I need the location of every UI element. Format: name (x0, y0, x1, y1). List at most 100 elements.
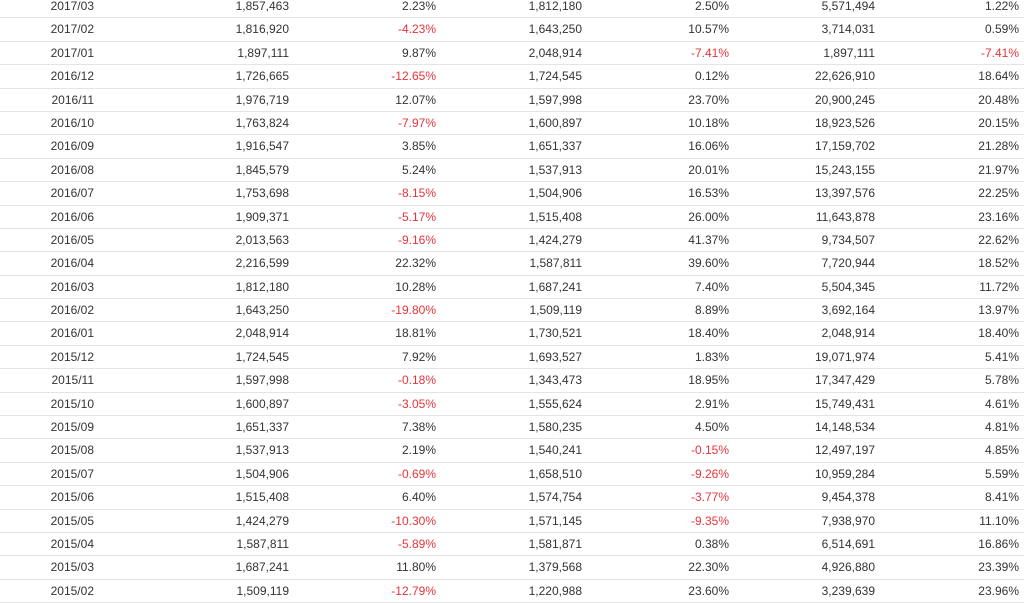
period-cell: 2016/12 (50, 69, 94, 84)
cumulative-cell: 2,048,914 (821, 326, 875, 341)
cumulative-cell: 4,926,880 (821, 560, 875, 575)
value-a-cell: 1,587,811 (236, 536, 290, 551)
table-row: 2015/05 1,424,279 -10.30% 1,571,145 -9.35% 7,… (0, 510, 1024, 533)
value-b-cell: 1,600,897 (528, 115, 582, 130)
change-a-cell: -5.17% (397, 209, 436, 224)
change-b-cell: 16.53% (688, 186, 729, 201)
cumulative-cell: 14,148,534 (814, 420, 875, 435)
value-b-cell: 1,574,754 (528, 490, 582, 505)
cumulative-cell: 10,959,284 (814, 466, 875, 481)
table-row: 2017/02 1,816,920 -4.23% 1,643,250 10.57% 3,7… (0, 18, 1024, 42)
change-b-cell: 20.01% (688, 162, 729, 177)
change-c-cell: 16.86% (978, 536, 1019, 551)
table-row: 2015/06 1,515,408 6.40% 1,574,754 -3.77% 9,45… (0, 486, 1024, 510)
value-b-cell: 1,812,180 (528, 0, 582, 13)
cumulative-cell: 5,571,494 (821, 0, 875, 13)
change-a-cell: 7.92% (401, 349, 436, 364)
change-b-cell: -9.26% (690, 466, 729, 481)
table-row: 2016/09 1,916,547 3.85% 1,651,337 16.06% 17,1… (0, 135, 1024, 159)
table-row: 2017/03 1,857,463 2.23% 1,812,180 2.50% 5,571… (0, 0, 1024, 19)
value-a-cell: 1,726,665 (235, 69, 289, 84)
period-cell: 2015/06 (50, 490, 94, 505)
change-b-cell: 23.70% (688, 92, 729, 107)
change-b-cell: 7.40% (694, 279, 729, 294)
change-a-cell: 12.07% (395, 92, 436, 107)
table-row: 2015/04 1,587,811 -5.89% 1,581,871 0.38% 6,51… (0, 533, 1024, 557)
change-a-cell: 22.32% (395, 256, 436, 271)
change-a-cell: 2.23% (401, 0, 436, 13)
change-a-cell: -9.16% (397, 232, 436, 247)
cumulative-cell: 15,243,155 (814, 162, 875, 177)
value-a-cell: 1,504,906 (235, 466, 289, 481)
cumulative-cell: 11,643,878 (815, 209, 875, 224)
change-c-cell: 21.97% (978, 162, 1019, 177)
change-b-cell: 18.40% (688, 326, 729, 341)
cumulative-cell: 12,497,197 (814, 443, 875, 458)
value-b-cell: 1,571,145 (528, 513, 582, 528)
change-a-cell: 6.40% (401, 490, 436, 505)
change-c-cell: 18.52% (978, 256, 1019, 271)
change-a-cell: -5.89% (397, 536, 436, 551)
change-a-cell: -19.80% (391, 303, 436, 318)
value-b-cell: 2,048,914 (528, 45, 582, 60)
table-row: 2015/11 1,597,998 -0.18% 1,343,473 18.95% 17,… (0, 369, 1024, 393)
change-a-cell: 2.19% (401, 443, 436, 458)
change-c-cell: 11.10% (979, 513, 1019, 528)
value-b-cell: 1,343,473 (528, 373, 582, 388)
change-b-cell: 18.95% (688, 373, 729, 388)
change-b-cell: 10.18% (688, 115, 729, 130)
period-cell: 2016/09 (50, 139, 94, 154)
value-b-cell: 1,515,408 (528, 209, 582, 224)
value-b-cell: 1,537,913 (528, 162, 582, 177)
change-a-cell: -8.15% (397, 186, 436, 201)
period-cell: 2016/02 (50, 303, 94, 318)
change-c-cell: 23.96% (978, 583, 1019, 598)
period-cell: 2015/04 (50, 536, 94, 551)
change-c-cell: 0.59% (984, 22, 1019, 37)
value-b-cell: 1,379,568 (528, 560, 582, 575)
value-a-cell: 2,216,599 (235, 256, 289, 271)
change-c-cell: 23.16% (978, 209, 1019, 224)
value-b-cell: 1,597,998 (528, 92, 582, 107)
period-cell: 2015/08 (50, 443, 94, 458)
change-a-cell: -10.30% (391, 513, 436, 528)
period-cell: 2017/01 (50, 45, 94, 60)
table-row: 2015/02 1,509,119 -12.79% 1,220,988 23.60% 3,… (0, 580, 1024, 603)
change-b-cell: 1.83% (694, 349, 729, 364)
change-a-cell: -0.18% (397, 373, 436, 388)
change-b-cell: -7.41% (690, 45, 729, 60)
period-cell: 2015/07 (50, 466, 94, 481)
value-a-cell: 1,643,250 (235, 303, 289, 318)
period-cell: 2016/08 (50, 162, 94, 177)
value-b-cell: 1,504,906 (528, 186, 582, 201)
period-cell: 2015/03 (50, 560, 94, 575)
period-cell: 2016/04 (50, 256, 94, 271)
value-a-cell: 1,515,408 (235, 490, 289, 505)
cumulative-cell: 15,749,431 (814, 396, 875, 411)
cumulative-cell: 9,454,378 (821, 490, 875, 505)
value-a-cell: 1,909,371 (235, 209, 289, 224)
change-b-cell: -0.15% (690, 443, 729, 458)
value-a-cell: 1,424,279 (235, 513, 289, 528)
value-a-cell: 1,976,719 (235, 92, 289, 107)
table-row: 2015/03 1,687,241 11.80% 1,379,568 22.30% 4,9… (0, 556, 1024, 580)
period-cell: 2016/06 (50, 209, 94, 224)
value-b-cell: 1,555,624 (528, 396, 582, 411)
value-b-cell: 1,509,119 (529, 303, 583, 318)
change-c-cell: 21.28% (978, 139, 1019, 154)
change-c-cell: 22.25% (978, 186, 1019, 201)
value-b-cell: 1,658,510 (528, 466, 582, 481)
value-a-cell: 1,857,463 (235, 0, 289, 13)
change-a-cell: 9.87% (401, 45, 436, 60)
value-b-cell: 1,581,871 (528, 536, 582, 551)
change-a-cell: -12.65% (391, 69, 436, 84)
change-b-cell: 16.06% (688, 139, 729, 154)
value-a-cell: 1,816,920 (235, 22, 289, 37)
table-row: 2015/09 1,651,337 7.38% 1,580,235 4.50% 14,14… (0, 416, 1024, 440)
cumulative-cell: 18,923,526 (814, 115, 875, 130)
period-cell: 2015/12 (50, 349, 94, 364)
table-row: 2016/07 1,753,698 -8.15% 1,504,906 16.53% 13,… (0, 182, 1024, 206)
change-a-cell: 7.38% (401, 420, 436, 435)
period-cell: 2016/10 (50, 115, 94, 130)
change-b-cell: 26.00% (688, 209, 729, 224)
